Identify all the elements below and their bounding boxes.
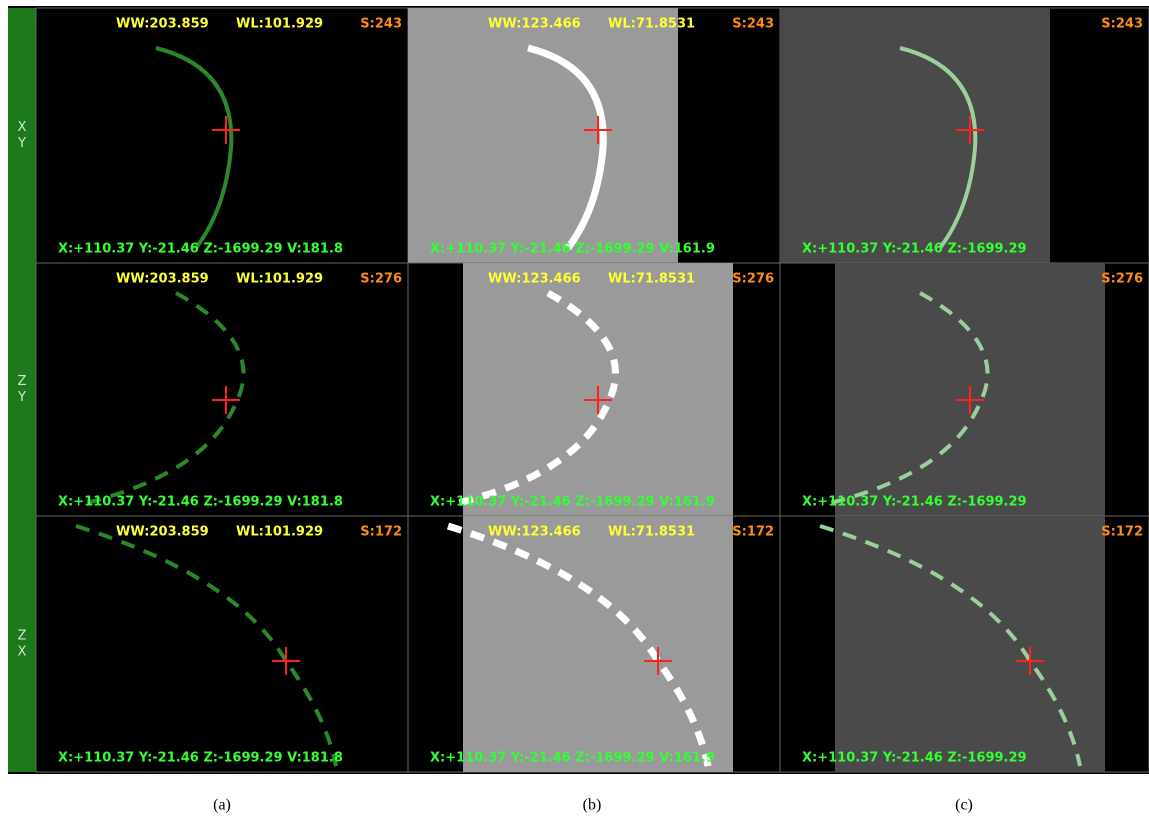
slice-number: S:243 [1101,17,1143,32]
window-width: WW:203.859 [116,272,209,287]
window-width: WW:203.859 [116,17,209,32]
slice-number: S:276 [360,272,402,287]
window-width: WW:123.466 [488,17,581,32]
view-axis-label: Z [18,374,27,389]
subfigure-caption: (a) [213,797,231,814]
window-width: WW:203.859 [116,525,209,540]
window-level: WL:71.8531 [608,17,695,32]
subfigure-caption: (b) [583,797,602,814]
window-level: WL:71.8531 [608,272,695,287]
cursor-coordinates: X:+110.37 Y:-21.46 Z:-1699.29 V:161.9 [430,242,715,257]
image-panel: WW:123.466 WL:71.8531 S:276 X:+110.37 Y:-21… [408,263,780,516]
image-panel: S:172 X:+110.37 Y:-21.46 Z:-1699.29 [780,516,1149,772]
image-panel: WW:203.859 WL:101.929 S:243 X:+110.37 Y:-21… [36,8,408,263]
scan-region [463,516,733,772]
image-panel: WW:123.466 WL:71.8531 S:172 X:+110.37 Y:-21… [408,516,780,772]
window-level: WL:71.8531 [608,525,695,540]
viewer: XYZYZXWW:203.859WL:101.929S:243X:+110.37… [0,0,1149,834]
view-axis-label: X [18,645,27,660]
slice-number: S:243 [732,17,774,32]
slice-number: S:276 [732,272,774,287]
window-width: WW:123.466 [488,525,581,540]
window-level: WL:101.929 [236,272,323,287]
scan-region [780,8,1050,263]
window-level: WL:101.929 [236,17,323,32]
slice-number: S:172 [732,525,774,540]
window-width: WW:123.466 [488,272,581,287]
subfigure-caption: (c) [955,797,973,814]
slice-number: S:276 [1101,272,1143,287]
slice-number: S:243 [360,17,402,32]
panel-background [36,263,408,516]
panel-background [36,516,408,772]
image-panel: WW:123.466 WL:71.8531 S:243 X:+110.37 Y:-21… [408,8,780,263]
image-panel: S:276 X:+110.37 Y:-21.46 Z:-1699.29 [780,263,1149,516]
cursor-coordinates: X:+110.37 Y:-21.46 Z:-1699.29 V:161.9 [430,495,715,510]
image-panel: WW:203.859 WL:101.929 S:276 X:+110.37 Y:-21… [36,263,408,516]
cursor-coordinates: X:+110.37 Y:-21.46 Z:-1699.29 [802,242,1027,257]
view-axis-label: X [18,120,27,135]
view-axis-label: Y [17,136,26,151]
cursor-coordinates: X:+110.37 Y:-21.46 Z:-1699.29 V:181.8 [58,242,343,257]
cursor-coordinates: X:+110.37 Y:-21.46 Z:-1699.29 [802,751,1027,766]
image-panel: WW:203.859 WL:101.929 S:172 X:+110.37 Y:-21… [36,516,408,772]
page: XYZYZXWW:203.859WL:101.929S:243X:+110.37… [0,0,1149,834]
scan-region [408,8,678,263]
cursor-coordinates: X:+110.37 Y:-21.46 Z:-1699.29 V:161.9 [430,751,715,766]
window-level: WL:101.929 [236,525,323,540]
cursor-coordinates: X:+110.37 Y:-21.46 Z:-1699.29 V:181.8 [58,495,343,510]
scan-region [835,516,1105,772]
cursor-coordinates: X:+110.37 Y:-21.46 Z:-1699.29 [802,495,1027,510]
panel-background [36,8,408,263]
cursor-coordinates: X:+110.37 Y:-21.46 Z:-1699.29 V:181.8 [58,751,343,766]
view-axis-label: Z [18,629,27,644]
view-axis-label: Y [17,390,26,405]
slice-number: S:172 [360,525,402,540]
image-panel: S:243 X:+110.37 Y:-21.46 Z:-1699.29 [780,8,1149,263]
slice-number: S:172 [1101,525,1143,540]
